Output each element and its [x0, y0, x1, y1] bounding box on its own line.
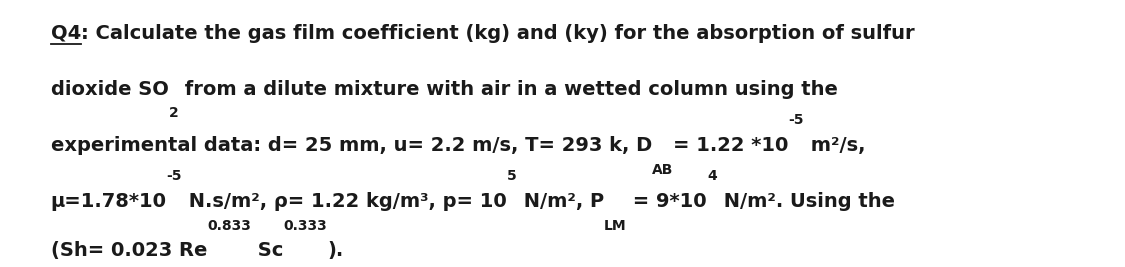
Text: 4: 4	[706, 169, 717, 183]
Text: (Sh= 0.023 Re: (Sh= 0.023 Re	[51, 241, 207, 260]
Text: -5: -5	[789, 113, 804, 127]
Text: -5: -5	[166, 169, 182, 183]
Text: experimental data: d= 25 mm, u= 2.2 m/s, T= 293 k, D: experimental data: d= 25 mm, u= 2.2 m/s,…	[51, 136, 651, 155]
Text: from a dilute mixture with air in a wetted column using the: from a dilute mixture with air in a wett…	[178, 80, 838, 99]
Text: N.s/m², ρ= 1.22 kg/m³, p= 10: N.s/m², ρ= 1.22 kg/m³, p= 10	[182, 192, 507, 211]
Text: = 1.22 *10: = 1.22 *10	[673, 136, 789, 155]
Text: ).: ).	[327, 241, 343, 260]
Text: μ=1.78*10: μ=1.78*10	[51, 192, 166, 211]
Text: 5: 5	[507, 169, 516, 183]
Text: N/m². Using the: N/m². Using the	[717, 192, 894, 211]
Text: AB: AB	[651, 163, 673, 176]
Text: 0.333: 0.333	[284, 219, 327, 233]
Text: 2: 2	[169, 107, 178, 120]
Text: 0.833: 0.833	[207, 219, 251, 233]
Text: Sc: Sc	[251, 241, 284, 260]
Text: LM: LM	[604, 219, 627, 233]
Text: = 9*10: = 9*10	[627, 192, 706, 211]
Text: m²/s,: m²/s,	[804, 136, 865, 155]
Text: N/m², P: N/m², P	[516, 192, 604, 211]
Text: dioxide SO: dioxide SO	[51, 80, 169, 99]
Text: Q4: Q4	[51, 24, 81, 43]
Text: : Calculate the gas film coefficient (kg) and (ky) for the absorption of sulfur: : Calculate the gas film coefficient (kg…	[81, 24, 915, 43]
